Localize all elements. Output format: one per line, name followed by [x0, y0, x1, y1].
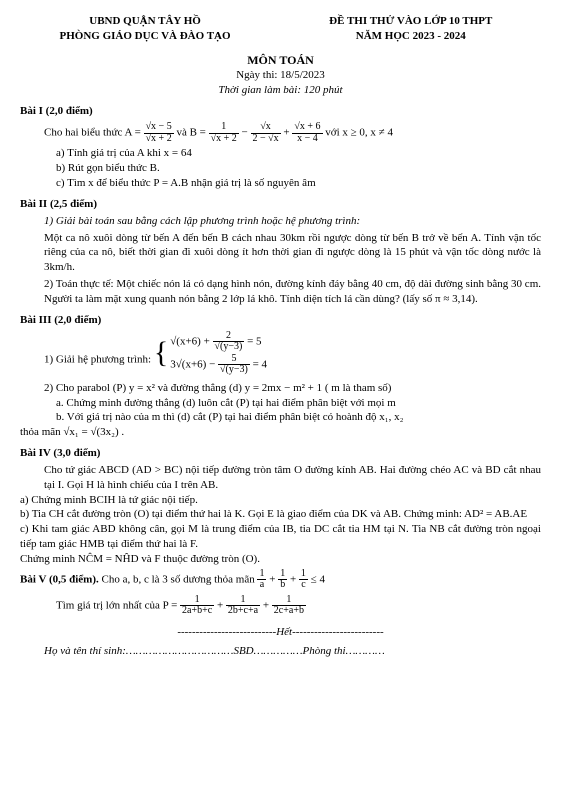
header: UBND QUẬN TÂY HỒ PHÒNG GIÁO DỤC VÀ ĐÀO T… [20, 14, 541, 44]
bai5-title: Bài V (0,5 điểm). [20, 573, 102, 585]
plus-p2: + [263, 599, 272, 611]
plus-c1: + [269, 573, 278, 585]
bai4-c: c) Khi tam giác ABD không cân, gọi M là … [20, 522, 541, 552]
title-block: MÔN TOÁN Ngày thi: 18/5/2023 Thời gian l… [20, 52, 541, 98]
sys-l1-b: = 5 [247, 335, 261, 347]
sys-l1-a: √(x+6) + [170, 335, 212, 347]
bai2-title: Bài II (2,5 điểm) [20, 197, 541, 212]
frac-A: √x − 5 √x + 2 [144, 122, 174, 144]
sys-frac2: 5√(y−3) [218, 354, 250, 376]
bai1-intro-2: và B = [176, 127, 208, 139]
bai4-b: b) Tia CH cắt đường tròn (O) tại điểm th… [20, 507, 541, 522]
exam-l2: NĂM HỌC 2023 - 2024 [281, 29, 542, 44]
P-f2: 12b+c+a [226, 595, 260, 617]
cond-f1: 1a [257, 569, 266, 591]
bai2-p1-lead: 1) Giải bài toán sau bằng cách lập phươn… [44, 214, 541, 229]
bai4-title: Bài IV (3,0 điểm) [20, 446, 541, 461]
footer-end: ---------------------------Hết----------… [20, 625, 541, 640]
frac-B2: √x 2 − √x [251, 122, 281, 144]
bai2-p2: 2) Toán thực tế: Một chiếc nón lá có dạn… [44, 277, 541, 307]
plus-1: + [283, 127, 292, 139]
brace-icon: { [154, 338, 168, 368]
P-f3: 12c+a+b [272, 595, 306, 617]
bai2-p1: Một ca nô xuôi dòng từ bến A đến bến B c… [44, 231, 541, 276]
bai3-p1-text: 1) Giải hệ phương trình: [44, 353, 154, 365]
bai1-b: b) Rút gọn biểu thức B. [56, 161, 541, 176]
frac-B1: 1 √x + 2 [209, 122, 239, 144]
sys-l2-b: = 4 [253, 358, 267, 370]
bai3-p2: 2) Cho parabol (P) y = x² và đường thẳng… [44, 381, 541, 396]
cond-tail: ≤ 4 [311, 573, 325, 585]
bai3-p1: 1) Giải hệ phương trình: { √(x+6) + 2√(y… [44, 330, 541, 377]
bai1-c: c) Tìm x để biểu thức P = A.B nhận giá t… [56, 176, 541, 191]
bai3-p2c: thỏa mãn √x₁ = √(3x₂) . [20, 425, 541, 440]
issuer-l1: UBND QUẬN TÂY HỒ [20, 14, 270, 29]
cond-f3: 1c [299, 569, 308, 591]
bai3-p2a: a. Chứng minh đường thẳng (d) luôn cắt (… [56, 396, 541, 411]
plus-c2: + [290, 573, 299, 585]
bai5-find-text: Tìm giá trị lớn nhất của P = [56, 599, 180, 611]
signature-line: Họ và tên thí sinh:……………………………SBD……………Ph… [44, 644, 541, 659]
frac-B3: √x + 6 x − 4 [292, 122, 322, 144]
bai3-p2b: b. Với giá trị nào của m thì (d) cắt (P)… [56, 410, 541, 425]
system-lines: √(x+6) + 2√(y−3) = 5 3√(x+6) − 5√(y−3) =… [170, 330, 267, 377]
exam-date: Ngày thi: 18/5/2023 [20, 68, 541, 83]
P-f1: 12a+b+c [180, 595, 214, 617]
subject: MÔN TOÁN [20, 52, 541, 68]
issuer: UBND QUẬN TÂY HỒ PHÒNG GIÁO DỤC VÀ ĐÀO T… [20, 14, 270, 44]
system: { √(x+6) + 2√(y−3) = 5 3√(x+6) − 5√(y−3)… [154, 330, 267, 377]
exam-l1: ĐỀ THI THỬ VÀO LỚP 10 THPT [281, 14, 542, 29]
duration: Thời gian làm bài: 120 phút [20, 83, 541, 98]
bai4-c2: Chứng minh NĈM = NĤD và F thuộc đường tr… [20, 552, 541, 567]
bai4-a: a) Chứng minh BCIH là tứ giác nội tiếp. [20, 493, 541, 508]
bai3-title: Bài III (2,0 điểm) [20, 313, 541, 328]
bai4-intro: Cho tứ giác ABCD (AD > BC) nội tiếp đườn… [44, 463, 541, 493]
bai1-title: Bài I (2,0 điểm) [20, 104, 541, 119]
plus-p1: + [217, 599, 226, 611]
cond-f2: 1b [278, 569, 287, 591]
bai5-find: Tìm giá trị lớn nhất của P = 12a+b+c + 1… [56, 595, 541, 617]
sys-frac1: 2√(y−3) [213, 331, 245, 353]
bai5-line: Bài V (0,5 điểm). Cho a, b, c là 3 số dư… [20, 569, 541, 591]
bai1-intro-1: Cho hai biểu thức A = [44, 127, 144, 139]
issuer-l2: PHÒNG GIÁO DỤC VÀ ĐÀO TẠO [20, 29, 270, 44]
minus-1: − [242, 127, 251, 139]
bai1-intro-3: với x ≥ 0, x ≠ 4 [325, 127, 393, 139]
sys-l2-a: 3√(x+6) − [170, 358, 218, 370]
bai1-a: a) Tính giá trị của A khi x = 64 [56, 146, 541, 161]
exam-title: ĐỀ THI THỬ VÀO LỚP 10 THPT NĂM HỌC 2023 … [281, 14, 542, 44]
bai1-intro: Cho hai biểu thức A = √x − 5 √x + 2 và B… [44, 122, 541, 144]
bai5-intro: Cho a, b, c là 3 số dương thỏa mãn [102, 573, 258, 585]
